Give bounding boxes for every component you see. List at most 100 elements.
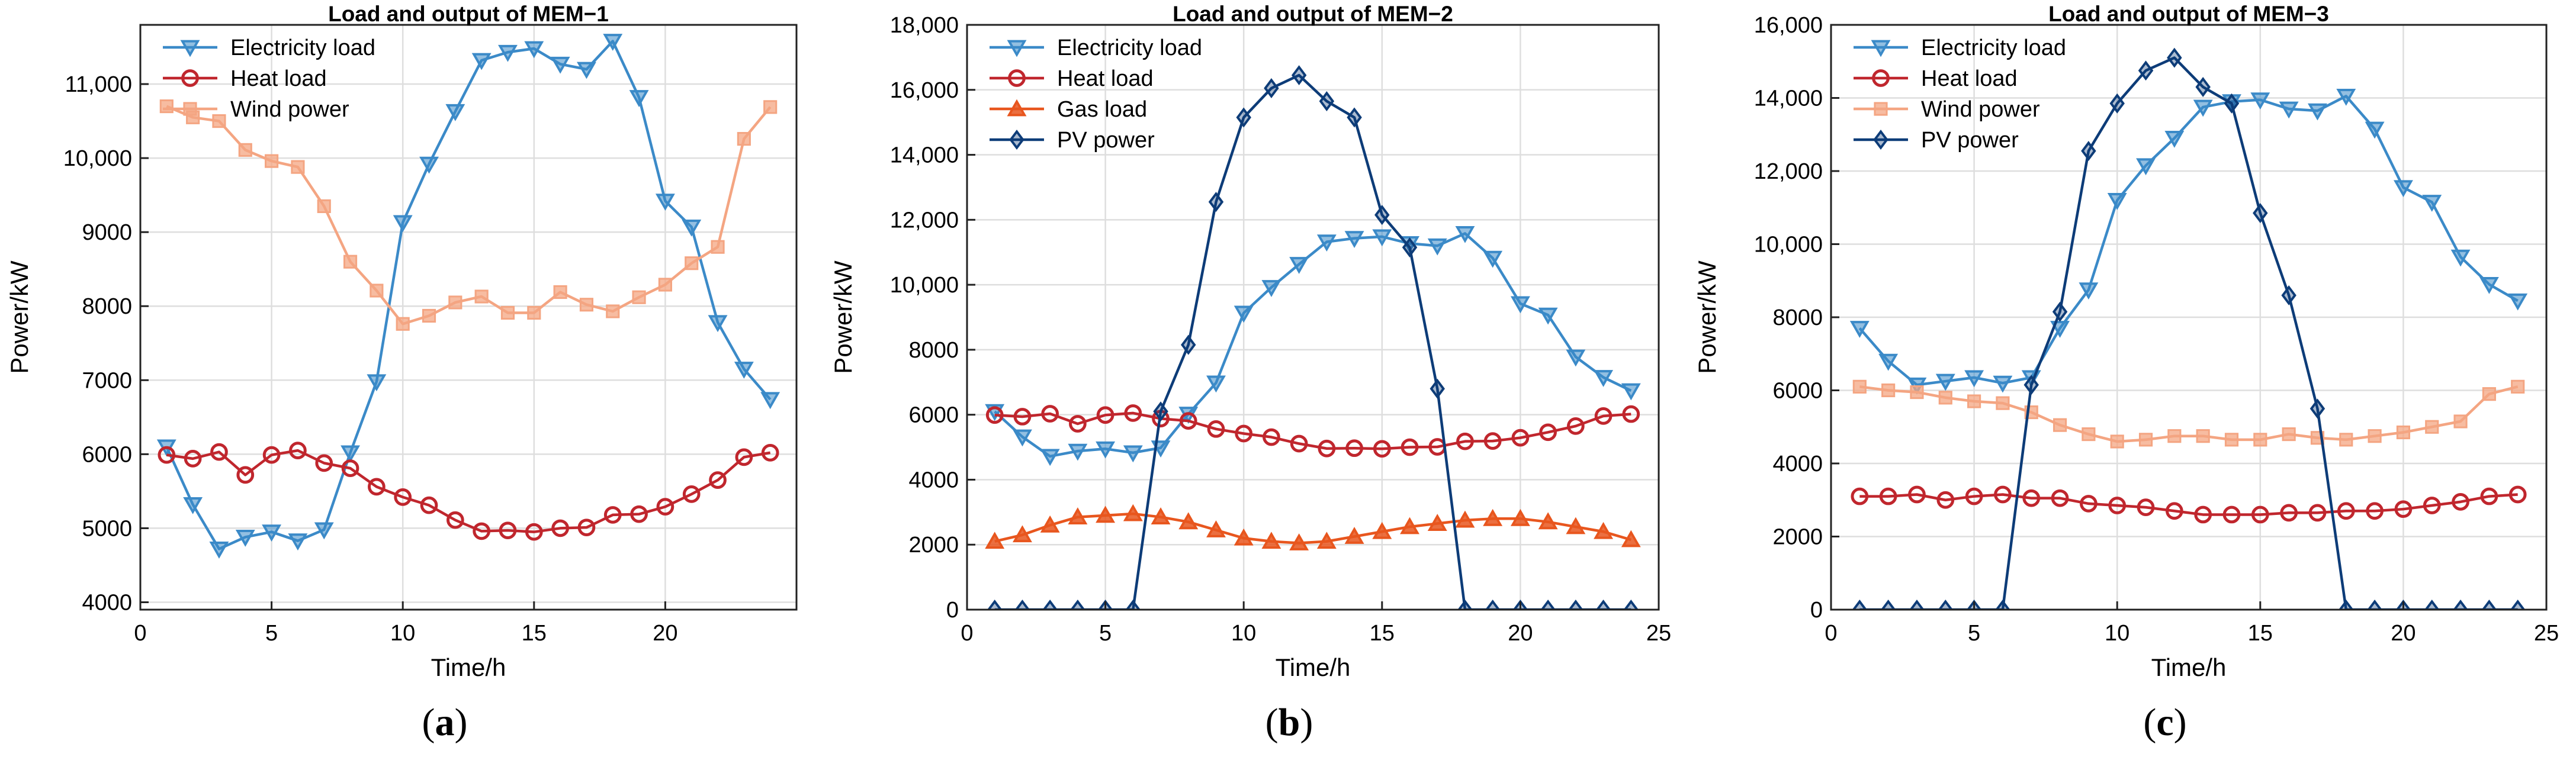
data-point-pv-power bbox=[1995, 600, 2010, 610]
data-point-heat-load bbox=[1179, 412, 1197, 430]
data-point-heat-load bbox=[1965, 487, 1983, 505]
data-point-wind-power bbox=[2253, 433, 2267, 447]
data-point-electricity-load bbox=[2450, 249, 2471, 267]
data-point-heat-load bbox=[656, 498, 674, 516]
data-point-electricity-load bbox=[576, 62, 596, 79]
data-point-gas-load bbox=[1427, 514, 1447, 531]
data-point-heat-load bbox=[446, 511, 464, 529]
data-point-pv-power bbox=[1880, 600, 1896, 610]
y-tick-label: 9000 bbox=[82, 220, 132, 245]
axes-frame bbox=[139, 24, 798, 611]
data-point-gas-load bbox=[1234, 528, 1254, 546]
legend-label-electricity-load: Electricity load bbox=[1921, 36, 2066, 60]
chart-panel-2: 0 5 10 15 20 25 0 2000 4000 6000 8000 10,000 12,000 1… bbox=[829, 2, 1671, 744]
x-tick-label: 20 bbox=[2391, 621, 2416, 646]
y-tick-label: 0 bbox=[946, 598, 959, 623]
data-point-electricity-load bbox=[2279, 101, 2299, 119]
data-point-wind-power bbox=[2282, 427, 2296, 442]
legend: Electricity load Heat load Wind power PV po… bbox=[1854, 36, 2066, 153]
data-point-wind-power bbox=[1938, 391, 1952, 405]
data-point-electricity-load bbox=[1594, 370, 1614, 387]
data-point-heat-load bbox=[2452, 492, 2469, 511]
y-tick-label: 2000 bbox=[908, 533, 959, 558]
data-point-electricity-load bbox=[708, 315, 728, 333]
data-point-electricity-load bbox=[2307, 103, 2327, 121]
data-point-electricity-load bbox=[550, 56, 570, 74]
legend-marker-heat-load bbox=[181, 69, 199, 87]
data-point-pv-power bbox=[1374, 205, 1390, 226]
data-point-heat-load bbox=[1373, 440, 1391, 458]
data-point-heat-load bbox=[1401, 438, 1419, 456]
data-point-wind-power bbox=[1996, 396, 2010, 410]
data-point-electricity-load bbox=[655, 194, 675, 211]
data-point-gas-load bbox=[1012, 525, 1032, 543]
data-point-gas-load bbox=[1621, 530, 1641, 547]
data-point-electricity-load bbox=[1234, 305, 1254, 323]
data-point-pv-power bbox=[987, 600, 1003, 610]
series-line-heat-load bbox=[1859, 493, 2518, 516]
data-point-pv-power bbox=[1402, 237, 1418, 257]
data-point-wind-power bbox=[448, 295, 462, 310]
data-point-heat-load bbox=[210, 443, 228, 461]
y-tick-label: 0 bbox=[1810, 598, 1823, 623]
legend: Electricity load Heat load Gas load PV powe… bbox=[990, 36, 1202, 153]
data-point-heat-load bbox=[525, 523, 543, 541]
data-point-pv-power bbox=[2224, 93, 2240, 114]
data-point-heat-load bbox=[2194, 505, 2212, 524]
data-point-electricity-load bbox=[183, 497, 203, 514]
legend-marker-pv-power bbox=[1873, 130, 1888, 150]
data-point-heat-load bbox=[158, 446, 176, 464]
data-point-pv-power bbox=[1623, 600, 1639, 610]
data-point-electricity-load bbox=[2136, 158, 2156, 176]
legend-marker-gas-load bbox=[1007, 99, 1027, 117]
panel-label-close: ) bbox=[1300, 701, 1313, 744]
data-point-pv-power bbox=[2339, 600, 2354, 610]
data-point-gas-load bbox=[1289, 533, 1309, 550]
data-point-gas-load bbox=[1316, 532, 1337, 549]
legend-marker-pv-power bbox=[1009, 130, 1024, 150]
data-point-electricity-load bbox=[1068, 443, 1088, 461]
data-point-heat-load bbox=[289, 442, 307, 459]
legend-marker-electricity-load bbox=[1871, 40, 1891, 57]
data-point-electricity-load bbox=[1372, 229, 1392, 247]
data-point-heat-load bbox=[1013, 408, 1032, 426]
data-point-heat-load bbox=[262, 446, 281, 464]
y-tick-label: 8000 bbox=[82, 294, 132, 319]
data-point-heat-load bbox=[2308, 504, 2327, 522]
data-point-gas-load bbox=[1400, 517, 1419, 534]
data-point-pv-power bbox=[1938, 600, 1954, 610]
data-point-wind-power bbox=[711, 240, 725, 254]
data-point-heat-load bbox=[2394, 500, 2413, 518]
panel-label-close: ) bbox=[2174, 701, 2187, 744]
plot-area bbox=[156, 34, 780, 559]
data-point-electricity-load bbox=[2479, 277, 2499, 294]
legend-label-pv-power: PV power bbox=[1921, 128, 2019, 153]
data-point-electricity-load bbox=[235, 530, 255, 547]
y-tick-label: 14,000 bbox=[890, 143, 959, 168]
data-point-heat-load bbox=[1994, 485, 2012, 504]
data-point-heat-load bbox=[2022, 489, 2041, 507]
chart-title: Load and output of MEM−3 bbox=[2048, 2, 2329, 26]
y-tick-label: 5000 bbox=[82, 516, 132, 541]
data-point-wind-power bbox=[2053, 418, 2067, 432]
data-point-electricity-load bbox=[1566, 349, 1586, 367]
y-tick-label: 12,000 bbox=[1754, 159, 1823, 184]
data-point-electricity-load bbox=[2250, 92, 2270, 109]
data-point-electricity-load bbox=[1206, 375, 1226, 393]
data-point-heat-load bbox=[473, 522, 491, 540]
data-point-heat-load bbox=[236, 466, 255, 484]
data-point-heat-load bbox=[1041, 405, 1059, 423]
data-point-wind-power bbox=[343, 255, 358, 269]
data-point-pv-power bbox=[1153, 401, 1168, 422]
data-point-wind-power bbox=[553, 285, 567, 299]
data-point-pv-power bbox=[1347, 107, 1362, 128]
legend-label-wind-power: Wind power bbox=[1921, 97, 2040, 122]
legend-marker-wind-power bbox=[183, 102, 197, 116]
data-point-wind-power bbox=[238, 143, 252, 157]
data-point-wind-power bbox=[606, 304, 620, 318]
y-tick-label: 16,000 bbox=[1754, 13, 1823, 38]
data-point-heat-load bbox=[1483, 432, 1502, 450]
data-point-pv-power bbox=[1852, 600, 1868, 610]
data-point-heat-load bbox=[2508, 485, 2527, 504]
data-point-wind-power bbox=[265, 154, 279, 168]
